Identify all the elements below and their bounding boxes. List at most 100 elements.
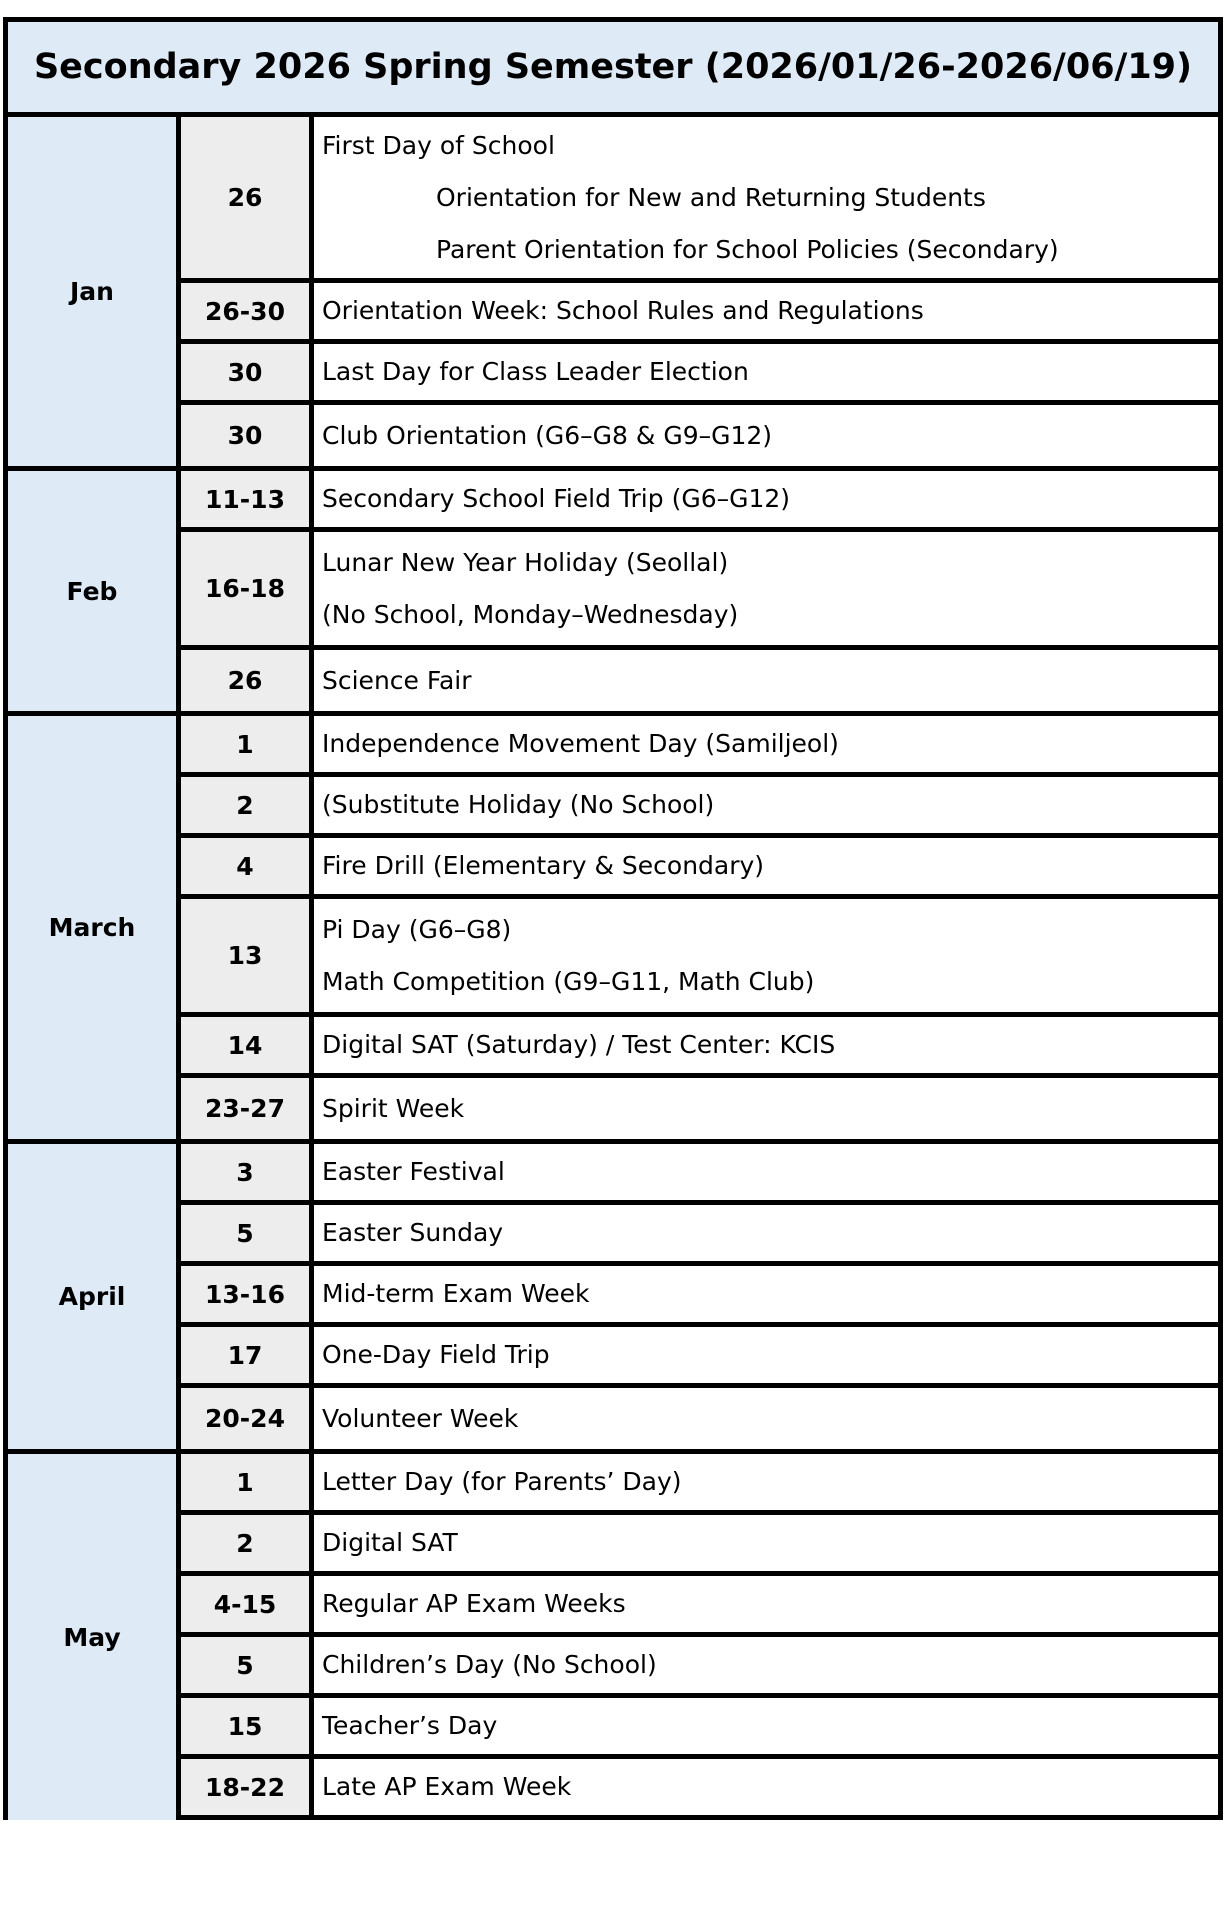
event-description: Volunteer Week xyxy=(314,1388,1218,1449)
month-entries: 1 Letter Day (for Parents’ Day) 2 Digital S… xyxy=(181,1454,1218,1820)
event-description: Mid-term Exam Week xyxy=(314,1266,1218,1322)
month-label: May xyxy=(8,1454,181,1820)
event-description: Letter Day (for Parents’ Day) xyxy=(314,1454,1218,1510)
event-description: Digital SAT (Saturday) / Test Center: KC… xyxy=(314,1017,1218,1073)
event-date: 1 xyxy=(181,716,314,772)
event-line: Lunar New Year Holiday (Seollal) xyxy=(322,547,729,577)
event-date: 11-13 xyxy=(181,471,314,527)
event-row: 23-27 Spirit Week xyxy=(181,1078,1218,1139)
event-row: 26 First Day of School Orientation for New… xyxy=(181,117,1218,283)
month-label: March xyxy=(8,716,181,1139)
event-line: Club Orientation (G6–G8 & G9–G12) xyxy=(322,420,773,450)
event-row: 13-16 Mid-term Exam Week xyxy=(181,1266,1218,1327)
event-line: First Day of School xyxy=(322,130,555,160)
event-date: 30 xyxy=(181,405,314,466)
event-date: 26 xyxy=(181,117,314,278)
event-date: 1 xyxy=(181,1454,314,1510)
month-entries: 1 Independence Movement Day (Samiljeol) 2 (… xyxy=(181,716,1218,1139)
event-line: Secondary School Field Trip (G6–G12) xyxy=(322,484,791,513)
month-entries: 3 Easter Festival 5 Easter Sunday 13-16 Mid-t… xyxy=(181,1144,1218,1449)
event-date: 26 xyxy=(181,650,314,711)
event-line: Letter Day (for Parents’ Day) xyxy=(322,1467,682,1496)
event-line: Pi Day (G6–G8) xyxy=(322,914,512,944)
event-row: 14 Digital SAT (Saturday) / Test Center: … xyxy=(181,1017,1218,1078)
event-description: One-Day Field Trip xyxy=(314,1327,1218,1383)
event-row: 17 One-Day Field Trip xyxy=(181,1327,1218,1388)
event-line: One-Day Field Trip xyxy=(322,1340,550,1369)
event-date: 30 xyxy=(181,344,314,400)
event-date: 20-24 xyxy=(181,1388,314,1449)
event-description: (Substitute Holiday (No School) xyxy=(314,777,1218,833)
months-container: Jan 26 First Day of School Orientation for … xyxy=(8,117,1218,1820)
event-line: Volunteer Week xyxy=(322,1403,519,1433)
event-date: 16-18 xyxy=(181,532,314,645)
event-row: 11-13 Secondary School Field Trip (G6–G12… xyxy=(181,471,1218,532)
event-date: 26-30 xyxy=(181,283,314,339)
event-date: 2 xyxy=(181,777,314,833)
event-date: 18-22 xyxy=(181,1759,314,1815)
event-line: Digital SAT (Saturday) / Test Center: KC… xyxy=(322,1030,836,1059)
event-row: 5 Children’s Day (No School) xyxy=(181,1637,1218,1698)
event-line: Regular AP Exam Weeks xyxy=(322,1589,626,1618)
event-description: First Day of School Orientation for New a… xyxy=(314,117,1218,278)
event-line: Mid-term Exam Week xyxy=(322,1279,590,1308)
event-date: 2 xyxy=(181,1515,314,1571)
event-row: 30 Club Orientation (G6–G8 & G9–G12) xyxy=(181,405,1218,466)
event-sub-line: Orientation for New and Returning Studen… xyxy=(436,182,986,212)
month-group: Jan 26 First Day of School Orientation for … xyxy=(8,117,1218,471)
event-row: 16-18 Lunar New Year Holiday (Seollal) (No… xyxy=(181,532,1218,650)
event-line: Digital SAT xyxy=(322,1528,458,1557)
event-line: Math Competition (G9–G11, Math Club) xyxy=(322,966,815,996)
event-row: 2 (Substitute Holiday (No School) xyxy=(181,777,1218,838)
event-sub-line: Parent Orientation for School Policies (… xyxy=(436,234,1059,264)
event-row: 26-30 Orientation Week: School Rules and … xyxy=(181,283,1218,344)
month-group: April 3 Easter Festival 5 Easter Sunday 13-16… xyxy=(8,1144,1218,1454)
event-line: (Substitute Holiday (No School) xyxy=(322,790,715,819)
event-description: Club Orientation (G6–G8 & G9–G12) xyxy=(314,405,1218,466)
month-entries: 26 First Day of School Orientation for New… xyxy=(181,117,1218,466)
event-line: Easter Festival xyxy=(322,1157,505,1186)
event-row: 1 Letter Day (for Parents’ Day) xyxy=(181,1454,1218,1515)
event-description: Science Fair xyxy=(314,650,1218,711)
month-group: Feb 11-13 Secondary School Field Trip (G6–… xyxy=(8,471,1218,716)
event-row: 30 Last Day for Class Leader Election xyxy=(181,344,1218,405)
event-row: 1 Independence Movement Day (Samiljeol) xyxy=(181,716,1218,777)
event-row: 26 Science Fair xyxy=(181,650,1218,711)
month-entries: 11-13 Secondary School Field Trip (G6–G12… xyxy=(181,471,1218,711)
event-row: 15 Teacher’s Day xyxy=(181,1698,1218,1759)
event-description: Children’s Day (No School) xyxy=(314,1637,1218,1693)
event-line: Science Fair xyxy=(322,665,472,695)
event-date: 5 xyxy=(181,1637,314,1693)
month-group: May 1 Letter Day (for Parents’ Day) 2 Digita… xyxy=(8,1454,1218,1820)
event-line: Orientation Week: School Rules and Regul… xyxy=(322,296,924,325)
event-line: Independence Movement Day (Samiljeol) xyxy=(322,729,839,758)
event-description: Teacher’s Day xyxy=(314,1698,1218,1754)
event-row: 5 Easter Sunday xyxy=(181,1205,1218,1266)
event-description: Last Day for Class Leader Election xyxy=(314,344,1218,400)
event-date: 13 xyxy=(181,899,314,1012)
event-row: 20-24 Volunteer Week xyxy=(181,1388,1218,1449)
event-description: Lunar New Year Holiday (Seollal) (No Scho… xyxy=(314,532,1218,645)
event-date: 13-16 xyxy=(181,1266,314,1322)
month-label: April xyxy=(8,1144,181,1449)
event-row: 13 Pi Day (G6–G8) Math Competition (G9–G11… xyxy=(181,899,1218,1017)
event-line: Easter Sunday xyxy=(322,1218,504,1247)
event-row: 4 Fire Drill (Elementary & Secondary) xyxy=(181,838,1218,899)
event-description: Late AP Exam Week xyxy=(314,1759,1218,1815)
calendar-title: Secondary 2026 Spring Semester (2026/01/… xyxy=(8,22,1218,117)
event-description: Orientation Week: School Rules and Regul… xyxy=(314,283,1218,339)
event-date: 4 xyxy=(181,838,314,894)
event-row: 3 Easter Festival xyxy=(181,1144,1218,1205)
event-description: Pi Day (G6–G8) Math Competition (G9–G11, … xyxy=(314,899,1218,1012)
event-description: Digital SAT xyxy=(314,1515,1218,1571)
event-date: 3 xyxy=(181,1144,314,1200)
event-line: Fire Drill (Elementary & Secondary) xyxy=(322,851,765,880)
month-group: March 1 Independence Movement Day (Samilje… xyxy=(8,716,1218,1144)
event-description: Regular AP Exam Weeks xyxy=(314,1576,1218,1632)
month-label: Feb xyxy=(8,471,181,711)
event-row: 2 Digital SAT xyxy=(181,1515,1218,1576)
calendar-table: Secondary 2026 Spring Semester (2026/01/… xyxy=(3,17,1223,1820)
event-date: 23-27 xyxy=(181,1078,314,1139)
event-date: 5 xyxy=(181,1205,314,1261)
event-description: Fire Drill (Elementary & Secondary) xyxy=(314,838,1218,894)
